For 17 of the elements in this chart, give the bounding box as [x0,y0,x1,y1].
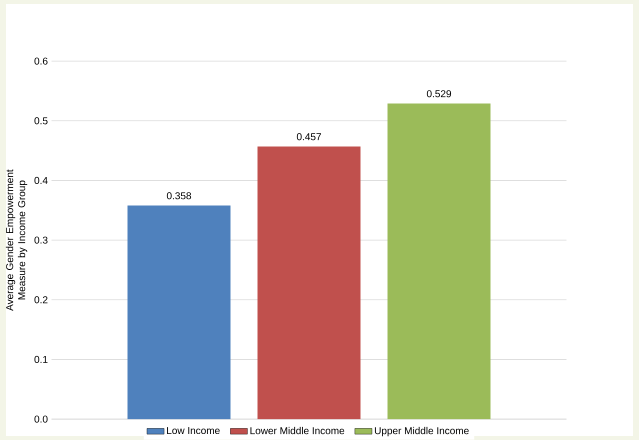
y-tick-label: 0.6 [34,58,48,65]
y-axis-title: Average Gender Empowerment Measure by Income Group [6,169,28,311]
bar [258,146,361,420]
data-label: 0.529 [426,90,452,98]
y-tick-label: 0.0 [34,416,48,423]
data-label: 0.457 [296,133,322,140]
y-tick-label: 0.5 [34,117,48,124]
bar [388,103,491,420]
bar [128,206,231,420]
legend-label: Upper Middle Income [374,426,469,436]
y-tick-label: 0.3 [34,236,48,244]
data-label: 0.358 [166,192,192,200]
y-tick-label: 0.4 [34,176,48,184]
y-tick-label: 0.1 [34,356,48,363]
legend-label: Lower Middle Income [250,426,344,434]
legend-label: Low Income [167,427,220,434]
y-tick-label: 0.2 [34,296,48,304]
